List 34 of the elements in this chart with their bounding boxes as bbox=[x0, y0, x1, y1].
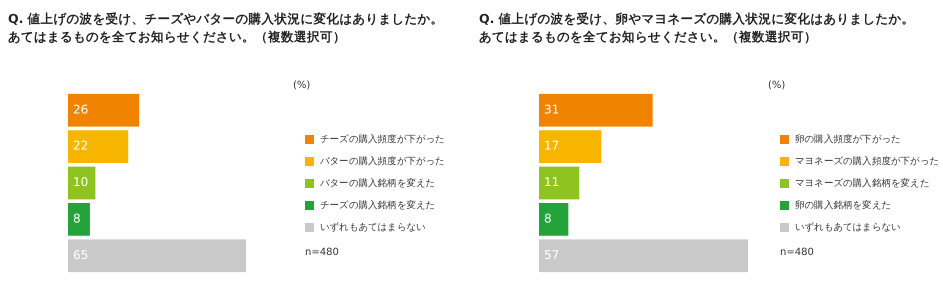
bar bbox=[539, 166, 580, 200]
data-label: 17 bbox=[544, 138, 560, 153]
bar bbox=[68, 130, 128, 163]
bar bbox=[68, 203, 90, 236]
legend-label: チーズの購入頻度が下がった bbox=[320, 132, 445, 146]
text: (%) bbox=[768, 80, 786, 91]
legend-label: マヨネーズの購入銘柄を変えた bbox=[795, 176, 930, 190]
data-label: 22 bbox=[73, 138, 88, 153]
legend-label: 卵の購入銘柄を変えた bbox=[795, 198, 892, 212]
data-label: 26 bbox=[73, 102, 88, 116]
bar bbox=[68, 94, 140, 127]
chart-title: Q. 値上げの波を受け、卵やマヨネーズの購入状況に変化はありましたか。あてはまるものを全てお知らせください。（複数選択可） bbox=[479, 10, 915, 46]
legend-label: バターの購入銘柄を変えた bbox=[320, 176, 436, 190]
bar bbox=[539, 239, 748, 272]
bar bbox=[539, 203, 568, 236]
data-label: 8 bbox=[544, 212, 552, 226]
bar bbox=[539, 94, 653, 127]
text: (%) bbox=[293, 80, 310, 91]
data-label: 8 bbox=[73, 212, 81, 226]
text: n=480 bbox=[780, 247, 814, 258]
data-label: 31 bbox=[544, 102, 560, 116]
legend-label: チーズの購入銘柄を変えた bbox=[320, 198, 436, 212]
legend-label: バターの購入頻度が下がった bbox=[320, 154, 445, 168]
chart-title: Q. 値上げの波を受け、チーズやバターの購入状況に変化はありましたか。あてはまるものを全てお知らせください。（複数選択可） bbox=[8, 10, 444, 46]
data-label: 10 bbox=[73, 175, 88, 190]
bar bbox=[68, 239, 246, 272]
legend-label: マヨネーズの購入頻度が下がった bbox=[795, 154, 940, 168]
bar bbox=[68, 166, 96, 200]
data-label: 11 bbox=[544, 175, 560, 190]
bar bbox=[539, 130, 602, 163]
legend-label: 卵の購入頻度が下がった bbox=[795, 132, 901, 146]
text: n=480 bbox=[305, 247, 339, 258]
legend-label: いずれもあてはまらない bbox=[795, 220, 901, 234]
legend-label: いずれもあてはまらない bbox=[320, 220, 426, 234]
